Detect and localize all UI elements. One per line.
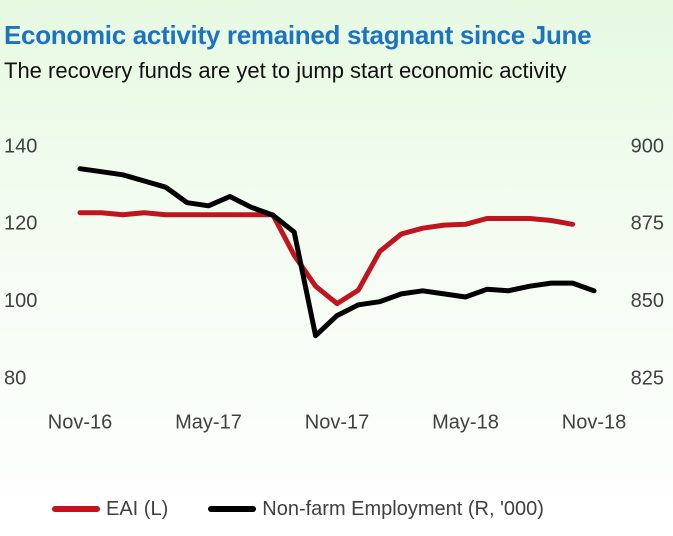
legend-label-eai: EAI (L) <box>106 497 169 520</box>
legend-label-employment: Non-farm Employment (R, '000) <box>262 497 544 520</box>
y-right-tick-label: 825 <box>631 367 664 389</box>
series-line-eai <box>77 210 576 307</box>
legend-item-employment: Non-farm Employment (R, '000) <box>208 498 544 521</box>
legend-item-eai: EAI (L) <box>52 498 168 521</box>
legend: EAI (L) Non-farm Employment (R, '000) <box>52 494 584 524</box>
x-tick-label: Nov-17 <box>305 411 369 433</box>
x-tick-label: Nov-18 <box>562 411 626 433</box>
x-tick-label: May-18 <box>432 411 499 433</box>
chart-subtitle: The recovery funds are yet to jump start… <box>4 58 567 83</box>
chart-title: Economic activity remained stagnant sinc… <box>4 20 592 50</box>
y-left-tick-label: 140 <box>4 135 37 157</box>
y-left-tick-label: 80 <box>4 367 26 389</box>
left-axis-ticks: 80 100 120 140 <box>4 135 37 389</box>
legend-swatch-employment <box>208 506 257 512</box>
y-right-tick-label: 850 <box>631 290 664 312</box>
series-lines <box>77 166 597 339</box>
x-tick-label: Nov-16 <box>48 411 112 433</box>
x-tick-label: May-17 <box>175 411 242 433</box>
right-axis-ticks: 825 850 875 900 <box>631 135 664 389</box>
y-left-tick-label: 120 <box>4 213 37 235</box>
y-left-tick-label: 100 <box>4 290 37 312</box>
series-line-employment <box>77 166 597 339</box>
legend-swatch-eai <box>52 506 100 512</box>
y-right-tick-label: 900 <box>631 135 664 157</box>
x-axis-ticks: Nov-16 May-17 Nov-17 May-18 Nov-18 <box>48 411 626 433</box>
y-right-tick-label: 875 <box>631 213 664 235</box>
